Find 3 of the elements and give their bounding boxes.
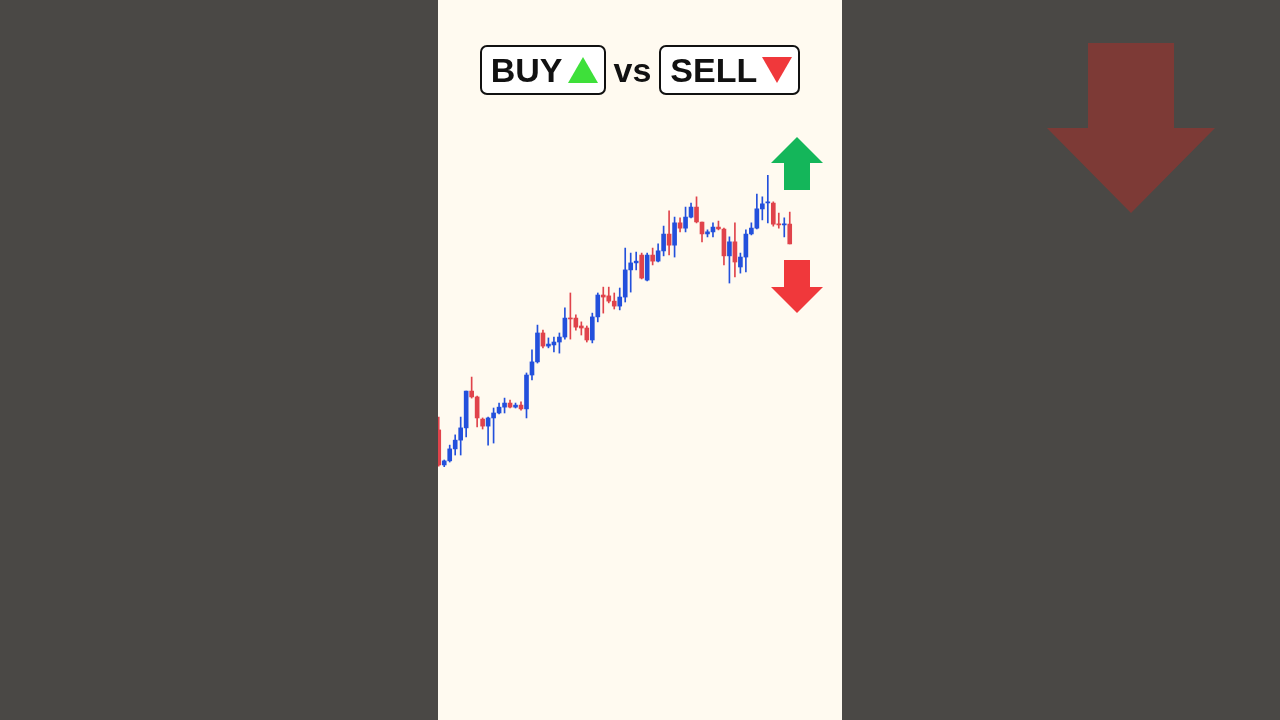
candlestick [628, 252, 634, 293]
candlestick [633, 251, 639, 271]
chart-title: BUY vs SELL [490, 51, 758, 89]
